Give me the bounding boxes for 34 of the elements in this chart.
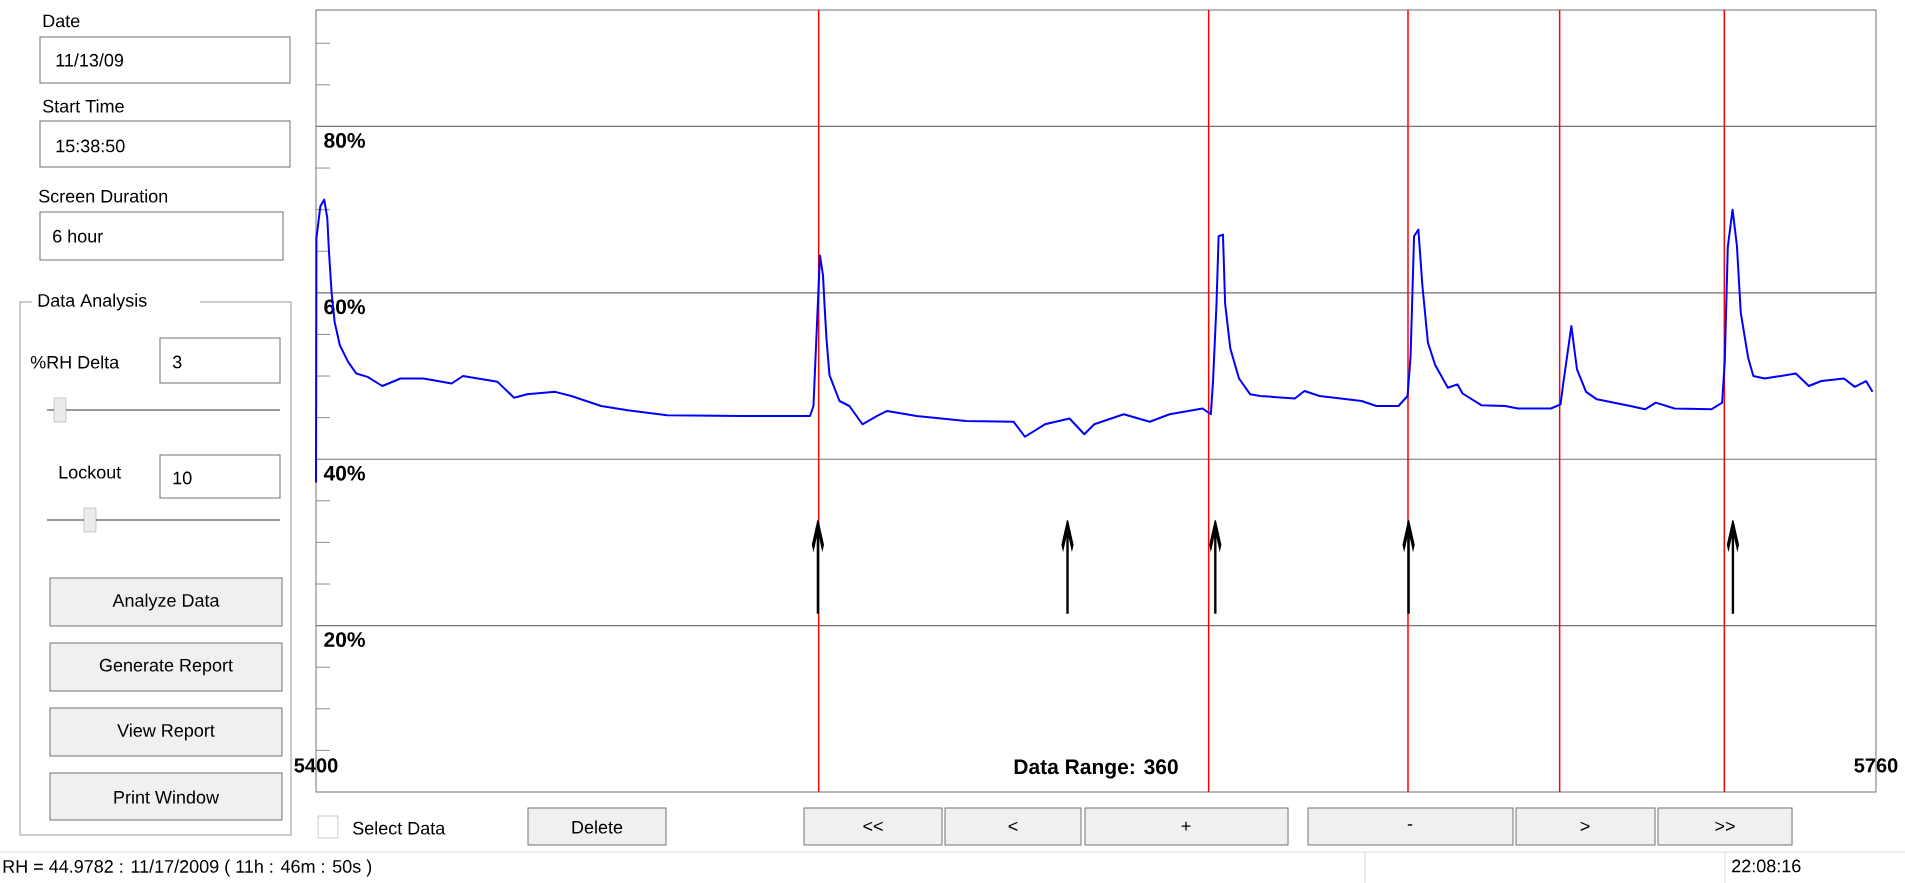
text: Date (43, 14, 80, 28)
x-tick-label: 5400 (294, 758, 338, 773)
text: RH = 44.9782 : 11/17/2009 ( 11h : 46m : 50s ) (3, 859, 372, 877)
y-tick-label: 20% (324, 632, 365, 648)
annotation: ↑ (1726, 520, 1740, 614)
text: 22:08:16 (1732, 859, 1801, 873)
text: > (1580, 821, 1590, 831)
text: 6 hour (53, 229, 103, 243)
text: Generate Report (99, 658, 233, 676)
text: + (1181, 821, 1191, 831)
text: Data Analysis (38, 293, 147, 311)
text: 15:38:50 (56, 139, 125, 153)
annotation: ↑ (1061, 520, 1074, 614)
text: 3 (172, 355, 182, 369)
text: View Report (117, 723, 215, 741)
x-axis-title: Data Range: 360 (1014, 759, 1178, 779)
annotation: ↑ (1209, 520, 1222, 614)
text: Lockout (59, 465, 122, 479)
x-tick-label: 5760 (1854, 758, 1898, 773)
text: Screen Duration (39, 189, 168, 203)
y-tick-label: 80% (324, 132, 365, 148)
text: 10 (173, 471, 192, 485)
text: < (1008, 821, 1018, 831)
text: 11/13/09 (56, 53, 124, 67)
text: Select Data (353, 821, 446, 835)
text: Start Time (43, 99, 124, 113)
text: << (863, 821, 883, 831)
text: Analyze Data (112, 593, 220, 611)
text: >> (1715, 821, 1735, 831)
y-tick-label: 40% (323, 465, 365, 481)
text: %RH Delta (30, 355, 120, 369)
text: Print Window (114, 790, 220, 804)
text: - (1407, 824, 1413, 826)
text: Delete (572, 820, 623, 834)
